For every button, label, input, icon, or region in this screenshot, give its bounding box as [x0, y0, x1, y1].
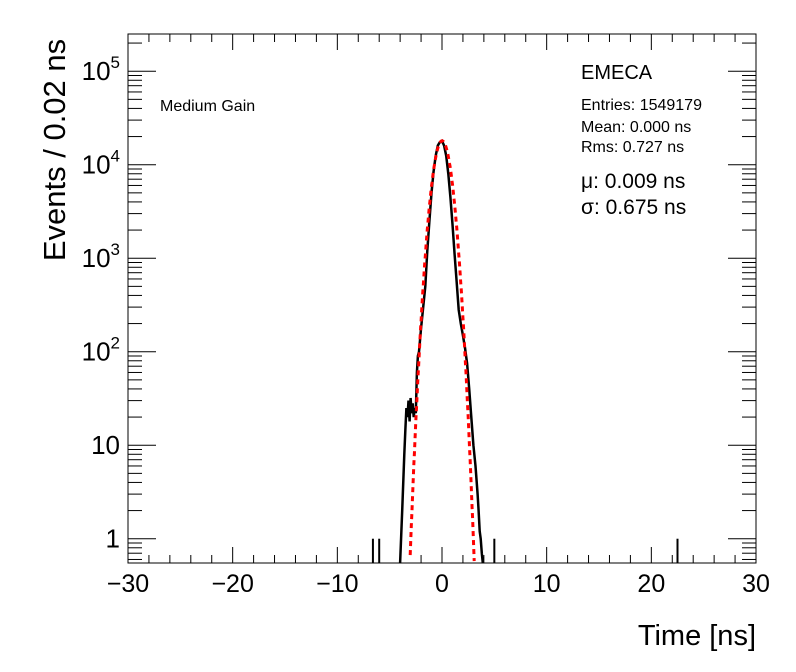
stats-title: EMECA — [581, 62, 653, 84]
y-tick-labels: 1 10 102 103 104 105 — [82, 53, 120, 554]
x-tick-label: 10 — [533, 570, 561, 598]
y-tick-label: 105 — [82, 53, 120, 86]
isolated-spikes — [371, 538, 679, 563]
y-axis-label: Events / 0.02 ns — [37, 38, 72, 262]
y-tick-label: 104 — [82, 147, 120, 180]
gaussian-fit-curve — [408, 139, 476, 562]
x-tick-label: 0 — [435, 570, 449, 598]
stats-mean: Mean: 0.000 ns — [581, 119, 692, 136]
x-tick-label: 20 — [637, 570, 665, 598]
fit-mu: μ: 0.009 ns — [581, 170, 686, 193]
x-tick-label: −30 — [107, 570, 149, 598]
x-tick-label: −20 — [211, 570, 253, 598]
x-tick-labels: −30 −20 −10 0 10 20 30 — [107, 570, 770, 598]
fit-sigma: σ: 0.675 ns — [581, 196, 687, 219]
y-tick-label: 1 — [106, 524, 120, 554]
y-tick-label: 102 — [82, 334, 120, 367]
axis-ticks — [127, 34, 757, 563]
stats-entries: Entries: 1549179 — [581, 97, 702, 114]
y-tick-label: 103 — [82, 240, 120, 273]
gain-annotation: Medium Gain — [160, 98, 256, 115]
x-tick-label: −10 — [316, 570, 358, 598]
y-tick-label: 10 — [91, 430, 120, 460]
x-tick-label: 30 — [742, 570, 770, 598]
stats-rms: Rms: 0.727 ns — [581, 139, 685, 156]
x-axis-label: Time [ns] — [637, 620, 756, 652]
